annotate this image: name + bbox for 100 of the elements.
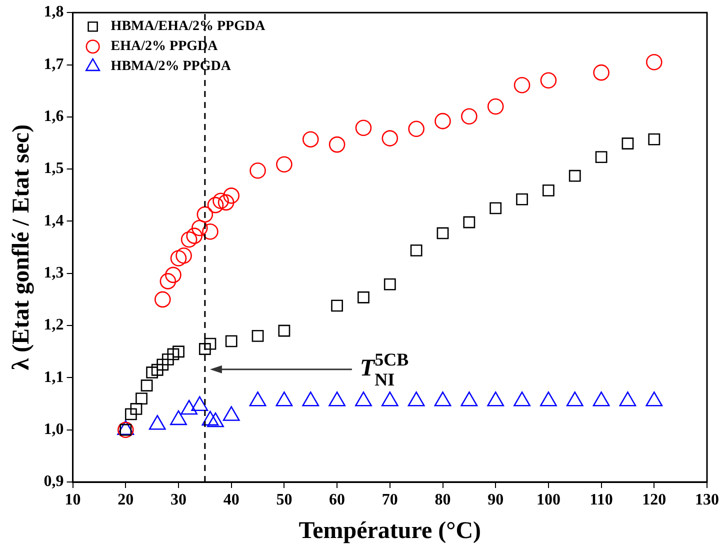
x-tick-label: 10	[64, 492, 81, 509]
point	[146, 366, 158, 378]
point	[212, 192, 229, 210]
x-tick-label: 20	[118, 492, 134, 509]
point	[191, 396, 208, 412]
x-tick-label: 90	[488, 492, 504, 509]
point	[595, 151, 608, 164]
y-tick-label: 0,9	[44, 473, 64, 490]
point	[382, 130, 398, 146]
point	[302, 131, 319, 148]
x-tick-label: 40	[223, 492, 240, 509]
point	[225, 335, 238, 348]
point	[619, 392, 636, 406]
point	[207, 412, 224, 428]
point	[540, 392, 557, 406]
legend-label: HBMA/2% PPGDA	[110, 59, 232, 74]
point	[463, 216, 476, 228]
point	[160, 273, 176, 290]
point	[487, 392, 504, 406]
point	[592, 392, 610, 406]
point	[355, 120, 372, 136]
y-tick-label: 1,6	[44, 108, 64, 126]
point	[204, 338, 216, 350]
point	[328, 392, 346, 406]
y-axis-title: λ (Etat gonflé / Etat sec)	[8, 124, 35, 370]
point	[648, 133, 660, 146]
point	[514, 76, 530, 94]
point	[249, 392, 266, 406]
point	[302, 392, 320, 406]
point	[434, 112, 451, 130]
point	[276, 156, 292, 173]
point	[540, 72, 557, 89]
y-tick-label: 1,0	[44, 420, 64, 438]
point	[140, 380, 153, 392]
y-tick-label: 1,1	[44, 368, 64, 386]
point	[172, 346, 184, 358]
point	[408, 120, 424, 138]
point	[250, 162, 266, 179]
point	[252, 330, 264, 342]
point	[180, 400, 198, 415]
x-axis-title: Température (°C)	[298, 518, 482, 544]
x-tick-label: 80	[434, 492, 451, 509]
legend-label: EHA/2% PPGDA	[110, 39, 219, 54]
point	[202, 224, 218, 240]
point	[198, 343, 211, 355]
point	[165, 266, 182, 284]
point	[162, 353, 174, 366]
point	[207, 196, 224, 214]
point	[542, 184, 554, 196]
x-tick-label: 30	[170, 492, 186, 509]
point	[434, 392, 452, 406]
point	[408, 392, 425, 406]
y-tick-label: 1,2	[44, 316, 64, 334]
point	[222, 406, 240, 421]
point	[202, 410, 219, 426]
x-tick-label: 100	[536, 492, 560, 509]
point	[384, 278, 396, 290]
point	[151, 364, 164, 376]
y-tick-label: 1,4	[44, 212, 64, 230]
point	[436, 227, 449, 240]
point	[461, 108, 478, 125]
legend-label: HBMA/EHA/2% PPGDA	[110, 19, 266, 34]
y-tick-label: 1,5	[44, 160, 64, 178]
point	[646, 392, 663, 406]
point	[460, 392, 478, 406]
point	[156, 358, 169, 371]
point	[170, 250, 187, 266]
x-tick-label: 110	[590, 492, 613, 509]
point	[148, 414, 166, 430]
point	[593, 64, 610, 81]
y-tick-label: 1,8	[44, 4, 64, 21]
point	[487, 98, 504, 115]
point	[223, 188, 240, 204]
point	[276, 392, 293, 406]
x-tick-label: 70	[382, 492, 398, 509]
point	[136, 392, 148, 405]
x-tick-label: 120	[642, 492, 666, 509]
y-tick-label: 1,3	[44, 264, 64, 282]
x-tick-label: 130	[695, 492, 719, 509]
point	[186, 228, 203, 244]
x-tick-label: 50	[276, 492, 292, 509]
point	[410, 244, 422, 256]
point	[516, 193, 528, 206]
point	[154, 291, 171, 308]
point	[278, 324, 290, 337]
point	[117, 420, 134, 435]
y-tick-label: 1,7	[44, 56, 64, 73]
point	[381, 392, 398, 406]
point	[167, 348, 180, 360]
point	[622, 138, 634, 150]
point	[170, 410, 187, 426]
point	[358, 291, 370, 304]
point	[568, 170, 581, 182]
point	[328, 136, 346, 153]
point	[514, 392, 530, 406]
point	[331, 300, 344, 312]
point	[180, 231, 198, 248]
point	[355, 392, 372, 406]
point	[130, 403, 142, 415]
point	[490, 202, 502, 214]
